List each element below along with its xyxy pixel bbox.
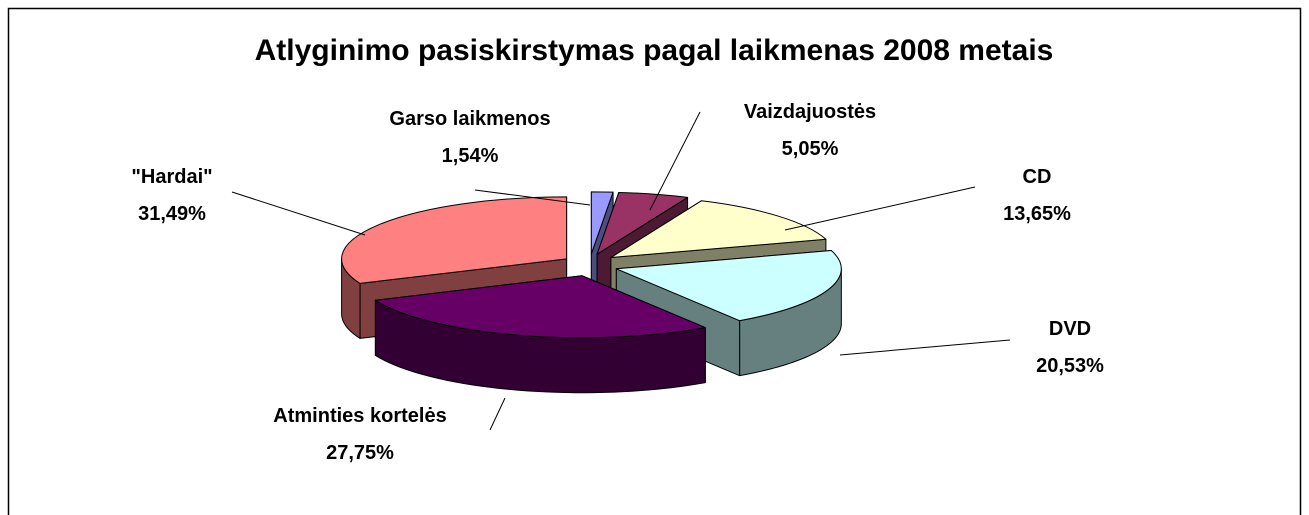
slice-label: "Hardai" [131,166,212,188]
slice-label: Vaizdajuostės [744,101,876,123]
slice-label: Garso laikmenos [389,108,550,130]
leader-line [839,339,1011,356]
slice-value-label: 20,53% [1036,355,1104,377]
slice-value-label: 5,05% [782,138,839,160]
slice-top [374,275,706,339]
leader-line [489,397,506,431]
chart-frame [7,7,1302,515]
leader-line [474,189,591,206]
slice-label: CD [1023,166,1052,188]
slice-top [615,250,842,322]
leader-line [649,111,701,211]
pie-slice [374,275,706,394]
slice-value-label: 31,49% [138,203,206,225]
slice-top [596,191,689,255]
slice-label: Atminties kortelės [273,405,446,427]
slice-value-label: 13,65% [1003,203,1071,225]
slice-label: DVD [1049,318,1091,340]
slice-value-label: 27,75% [326,442,394,464]
chart-title: Atlyginimo pasiskirstymas pagal laikmena… [255,34,1054,67]
slice-top [341,196,568,284]
slice-value-label: 1,54% [442,145,499,167]
leader-line [784,186,976,231]
slice-top [590,191,614,255]
slice-top [610,200,827,259]
leader-line [231,191,366,236]
